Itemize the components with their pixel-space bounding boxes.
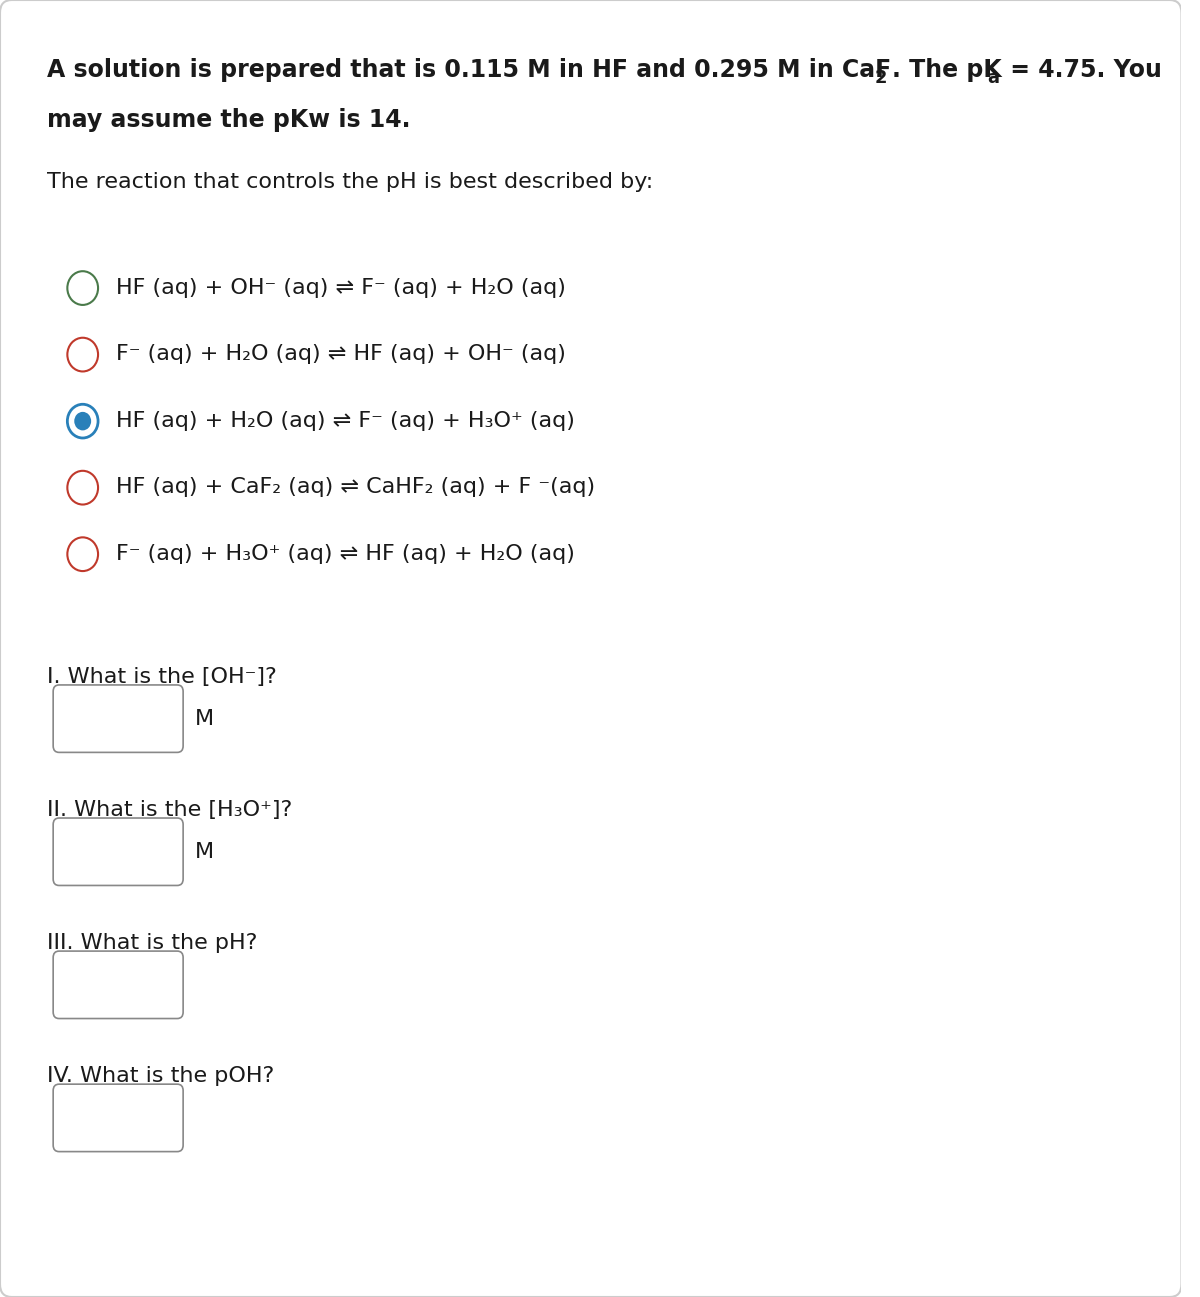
- Circle shape: [67, 337, 98, 371]
- Text: HF (aq) + H₂O (aq) ⇌ F⁻ (aq) + H₃O⁺ (aq): HF (aq) + H₂O (aq) ⇌ F⁻ (aq) + H₃O⁺ (aq): [115, 411, 575, 431]
- Text: . The pK: . The pK: [892, 58, 1002, 83]
- Text: M: M: [194, 708, 214, 729]
- Circle shape: [74, 412, 91, 431]
- Circle shape: [67, 537, 98, 571]
- Text: IV. What is the pOH?: IV. What is the pOH?: [47, 1066, 275, 1087]
- Text: I. What is the [OH⁻]?: I. What is the [OH⁻]?: [47, 667, 277, 687]
- Text: III. What is the pH?: III. What is the pH?: [47, 934, 258, 953]
- Text: II. What is the [H₃O⁺]?: II. What is the [H₃O⁺]?: [47, 800, 293, 820]
- Text: 2: 2: [875, 69, 887, 87]
- FancyBboxPatch shape: [53, 818, 184, 886]
- Text: a: a: [988, 69, 1000, 87]
- Text: The reaction that controls the pH is best described by:: The reaction that controls the pH is bes…: [47, 171, 654, 192]
- Text: A solution is prepared that is 0.115 M in HF and 0.295 M in CaF: A solution is prepared that is 0.115 M i…: [47, 58, 892, 83]
- Circle shape: [67, 271, 98, 305]
- Text: = 4.75. You: = 4.75. You: [1002, 58, 1162, 83]
- Text: F⁻ (aq) + H₂O (aq) ⇌ HF (aq) + OH⁻ (aq): F⁻ (aq) + H₂O (aq) ⇌ HF (aq) + OH⁻ (aq): [115, 344, 565, 364]
- Text: HF (aq) + CaF₂ (aq) ⇌ CaHF₂ (aq) + F ⁻(aq): HF (aq) + CaF₂ (aq) ⇌ CaHF₂ (aq) + F ⁻(a…: [115, 477, 595, 497]
- Circle shape: [67, 471, 98, 505]
- Text: HF (aq) + OH⁻ (aq) ⇌ F⁻ (aq) + H₂O (aq): HF (aq) + OH⁻ (aq) ⇌ F⁻ (aq) + H₂O (aq): [115, 278, 565, 298]
- Text: F⁻ (aq) + H₃O⁺ (aq) ⇌ HF (aq) + H₂O (aq): F⁻ (aq) + H₃O⁺ (aq) ⇌ HF (aq) + H₂O (aq): [115, 543, 575, 564]
- FancyBboxPatch shape: [53, 1084, 184, 1152]
- Text: M: M: [194, 842, 214, 861]
- Circle shape: [67, 405, 98, 438]
- FancyBboxPatch shape: [53, 685, 184, 752]
- Text: may assume the pKw is 14.: may assume the pKw is 14.: [47, 108, 410, 132]
- FancyBboxPatch shape: [53, 951, 184, 1018]
